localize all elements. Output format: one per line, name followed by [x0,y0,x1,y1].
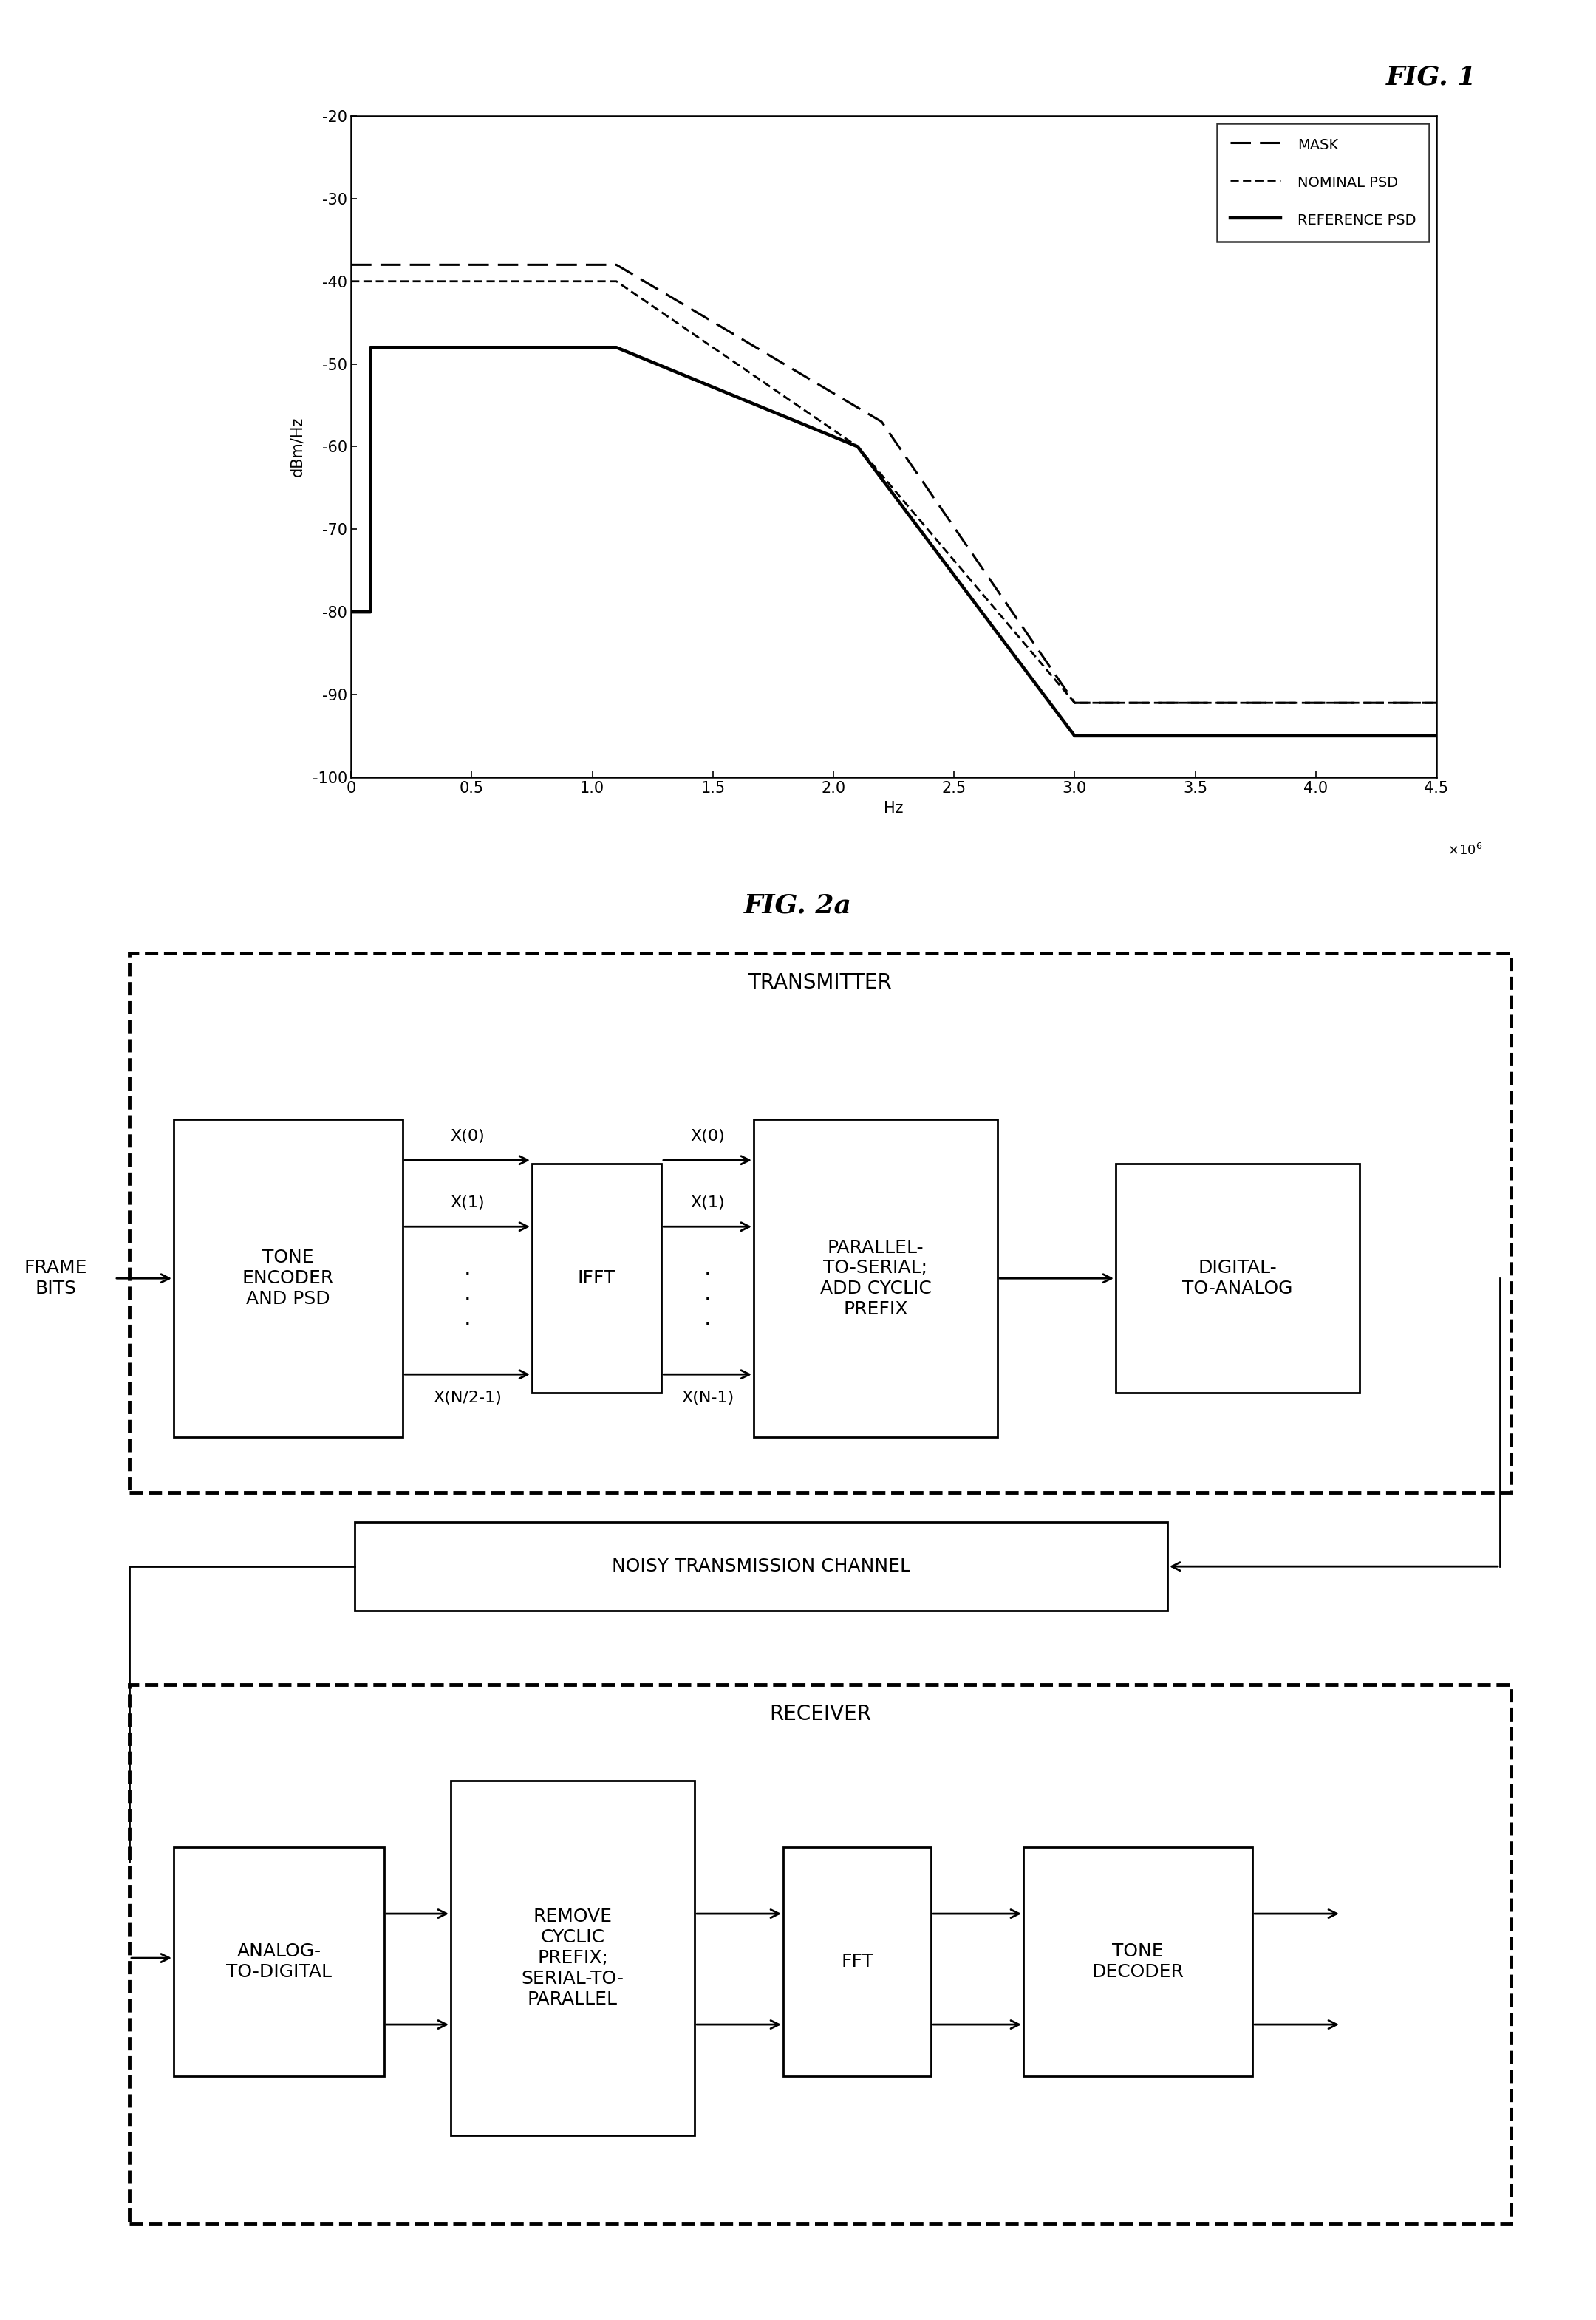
Text: ANALOG-
TO-DIGITAL: ANALOG- TO-DIGITAL [227,1942,332,1981]
MASK [1427,689,1446,717]
Bar [129,1684,1511,2225]
NOMINAL PSD [342,267,361,295]
Text: ·
·
·: · · · [704,1264,712,1336]
REFERENCE PSD [847,434,867,462]
X-axis label: Hz: Hz [884,800,903,814]
Bar [1116,1165,1360,1392]
Line: MASK: MASK [351,264,1436,703]
NOMINAL PSD [847,434,867,462]
Text: X(0): X(0) [689,1130,725,1144]
REFERENCE PSD [1065,722,1084,749]
REFERENCE PSD [606,334,626,362]
Text: PARALLEL-
TO-SERIAL;
ADD CYCLIC
PREFIX: PARALLEL- TO-SERIAL; ADD CYCLIC PREFIX [820,1239,932,1318]
Text: X(N-1): X(N-1) [681,1390,734,1406]
Text: FIG. 1: FIG. 1 [1385,65,1476,90]
Text: ·
·
·: · · · [464,1264,471,1336]
MASK [871,408,891,436]
Text: NOISY TRANSMISSION CHANNEL: NOISY TRANSMISSION CHANNEL [611,1557,910,1575]
Text: RECEIVER: RECEIVER [769,1703,871,1724]
REFERENCE PSD [361,599,380,626]
NOMINAL PSD [365,267,385,295]
MASK [1065,689,1084,717]
Bar [354,1522,1167,1610]
Text: FIG. 2a: FIG. 2a [744,893,852,919]
MASK [342,251,361,278]
Text: X(N/2-1): X(N/2-1) [433,1390,501,1406]
Text: TRANSMITTER: TRANSMITTER [749,972,892,993]
REFERENCE PSD [342,599,361,626]
Bar [174,1121,402,1436]
NOMINAL PSD [606,267,626,295]
Line: NOMINAL PSD: NOMINAL PSD [351,281,1436,703]
Text: FRAME
BITS: FRAME BITS [24,1260,88,1297]
Bar [531,1165,661,1392]
NOMINAL PSD [1427,689,1446,717]
Text: X(0): X(0) [450,1130,485,1144]
Text: X(1): X(1) [689,1195,725,1211]
Text: $\times10^6$: $\times10^6$ [1448,844,1483,858]
Text: TONE
DECODER: TONE DECODER [1092,1942,1184,1981]
Text: REMOVE
CYCLIC
PREFIX;
SERIAL-TO-
PARALLEL: REMOVE CYCLIC PREFIX; SERIAL-TO- PARALLE… [522,1907,624,2009]
MASK [365,251,385,278]
Bar [129,954,1511,1492]
Text: X(1): X(1) [450,1195,485,1211]
Text: DIGITAL-
TO-ANALOG: DIGITAL- TO-ANALOG [1183,1260,1293,1297]
Y-axis label: dBm/Hz: dBm/Hz [289,418,305,476]
REFERENCE PSD [1427,722,1446,749]
Legend: MASK, NOMINAL PSD, REFERENCE PSD: MASK, NOMINAL PSD, REFERENCE PSD [1218,123,1428,241]
REFERENCE PSD [361,334,380,362]
Bar [753,1121,998,1436]
Line: REFERENCE PSD: REFERENCE PSD [351,348,1436,735]
Text: FFT: FFT [841,1953,873,1970]
Bar [174,1847,385,2076]
Text: TONE
ENCODER
AND PSD: TONE ENCODER AND PSD [243,1248,334,1308]
NOMINAL PSD [1065,689,1084,717]
Bar [784,1847,930,2076]
Text: IFFT: IFFT [578,1269,616,1288]
MASK [606,251,626,278]
Bar [1023,1847,1253,2076]
Bar [450,1782,694,2134]
